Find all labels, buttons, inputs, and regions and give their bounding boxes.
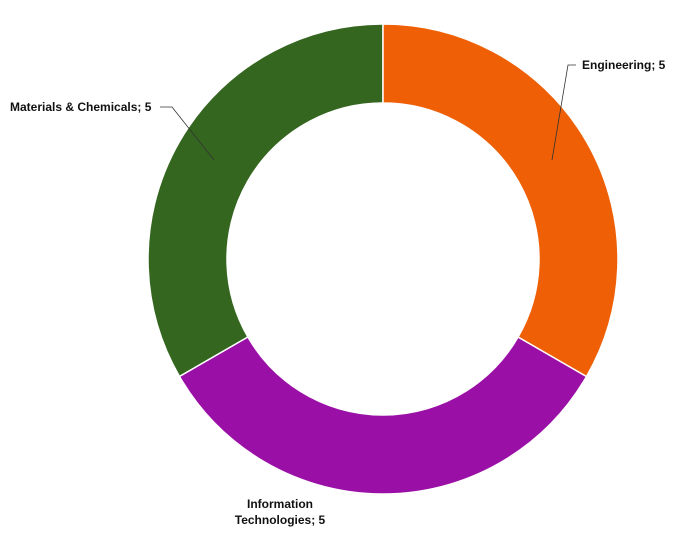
- data-label: Materials & Chemicals; 5: [10, 100, 152, 114]
- data-label: Engineering; 5: [582, 58, 666, 72]
- donut-segment: [147, 23, 384, 378]
- donut-segment: [382, 23, 619, 378]
- leader-line: [160, 106, 215, 161]
- data-label: Information Technologies; 5: [234, 497, 326, 527]
- donut-segment: [178, 335, 588, 495]
- leader-line: [551, 64, 576, 161]
